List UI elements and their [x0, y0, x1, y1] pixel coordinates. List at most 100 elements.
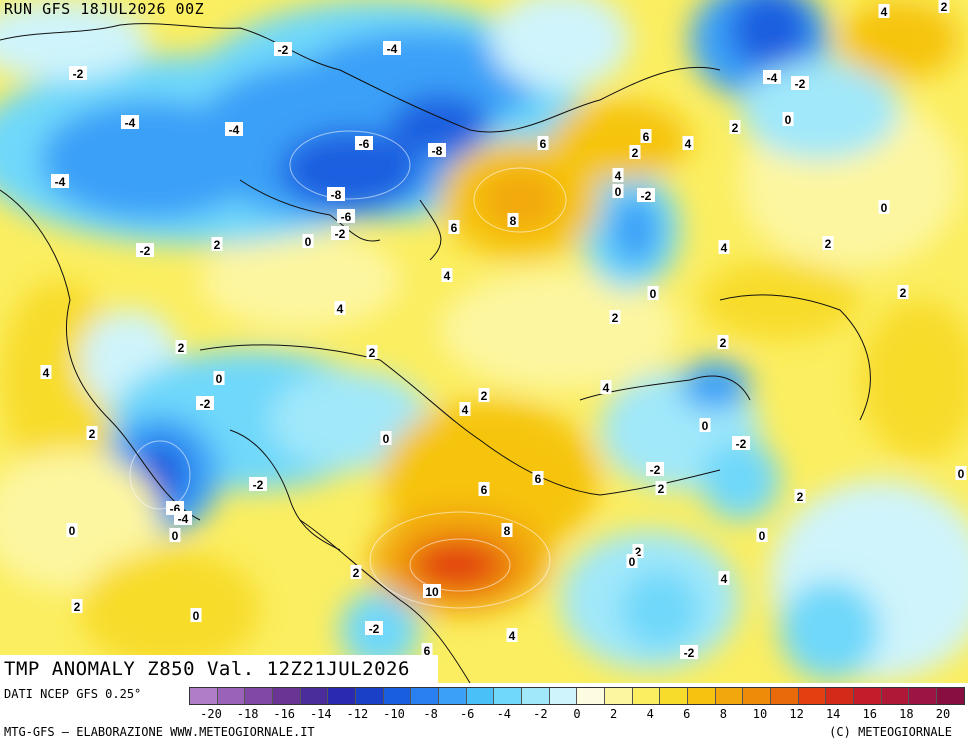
- scale-swatch: [798, 688, 827, 704]
- map-labels: -2-2 -4-4 -4-6 -8-4-8-6-20-2 266 840 -26242-4-…: [40, 0, 967, 660]
- anomaly-value-label: -4: [174, 511, 192, 526]
- scale-tick-label: -12: [346, 707, 369, 721]
- scale-tick-label: -2: [533, 707, 548, 721]
- anomaly-value-label: 4: [612, 168, 624, 183]
- scale-swatch: [356, 688, 384, 704]
- anomaly-value-label: 2: [632, 544, 644, 559]
- svg-text:-4: -4: [229, 123, 240, 137]
- anomaly-value-label: 2: [629, 145, 641, 160]
- scale-swatch: [549, 688, 578, 704]
- anomaly-value-label: 0: [380, 431, 392, 446]
- scale-tick-label: 14: [825, 707, 841, 721]
- anomaly-value-label: 0: [169, 528, 181, 543]
- svg-text:0: 0: [650, 287, 657, 301]
- scale-tick-label: -16: [273, 707, 296, 721]
- scale-tick-label: 8: [719, 707, 728, 721]
- anomaly-value-label: 2: [717, 335, 729, 350]
- scale-tick-label: -4: [496, 707, 512, 721]
- footer: DATI NCEP GFS 0.25° -20 -18 -16 -14 -12 -10 -8…: [0, 683, 968, 745]
- anomaly-value-label: -4: [383, 41, 401, 56]
- anomaly-value-label: 2: [655, 481, 667, 496]
- anomaly-value-label: 0: [302, 234, 314, 249]
- copyright-label: (C) METEOGIORNALE: [829, 725, 952, 739]
- svg-text:0: 0: [759, 529, 766, 543]
- scale-tick-label: -8: [423, 707, 438, 721]
- svg-text:-4: -4: [767, 71, 778, 85]
- svg-text:4: 4: [721, 241, 728, 255]
- anomaly-value-label: 4: [506, 628, 518, 643]
- anomaly-value-label: 2: [366, 345, 378, 360]
- scale-tick-label: 20: [935, 707, 951, 721]
- svg-text:0: 0: [216, 372, 223, 386]
- svg-text:4: 4: [721, 572, 728, 586]
- anomaly-value-label: -2: [791, 76, 809, 91]
- svg-text:0: 0: [881, 201, 888, 215]
- scale-swatch: [245, 688, 274, 704]
- anomaly-value-label: 2: [609, 310, 621, 325]
- anomaly-value-label: 6: [478, 482, 490, 497]
- anomaly-value-label: -4: [51, 174, 69, 189]
- scale-swatch: [605, 688, 633, 704]
- anomaly-value-label: 2: [211, 237, 223, 252]
- anomaly-value-label: -6: [355, 136, 373, 151]
- svg-text:-4: -4: [178, 512, 189, 526]
- scale-swatch: [217, 688, 246, 704]
- svg-text:-2: -2: [335, 227, 346, 241]
- anomaly-value-label: 0: [955, 466, 967, 481]
- svg-text:0: 0: [615, 185, 622, 199]
- svg-text:2: 2: [635, 545, 642, 559]
- anomaly-value-label: 0: [66, 523, 78, 538]
- svg-text:-2: -2: [253, 478, 264, 492]
- scale-tick-label: 0: [573, 707, 581, 721]
- anomaly-value-label: -2: [136, 243, 154, 258]
- svg-text:8: 8: [510, 214, 517, 228]
- anomaly-value-label: 0: [213, 371, 225, 386]
- svg-text:0: 0: [193, 609, 200, 623]
- svg-text:6: 6: [424, 644, 431, 658]
- svg-text:4: 4: [685, 137, 692, 151]
- anomaly-value-label: 0: [647, 286, 659, 301]
- scale-swatch: [190, 688, 218, 704]
- svg-text:-2: -2: [641, 189, 652, 203]
- scale-tick-label: -14: [309, 707, 332, 721]
- svg-text:0: 0: [958, 467, 965, 481]
- svg-text:0: 0: [305, 235, 312, 249]
- svg-text:-2: -2: [736, 437, 747, 451]
- scale-tick-label: 18: [899, 707, 914, 721]
- anomaly-value-label: -2: [69, 66, 87, 81]
- scale-swatch: [715, 688, 744, 704]
- svg-text:2: 2: [353, 566, 360, 580]
- anomaly-value-label: 4: [600, 380, 612, 395]
- svg-text:-2: -2: [369, 622, 380, 636]
- anomaly-title: TMP ANOMALY Z850 Val. 12Z21JUL2026: [0, 655, 438, 683]
- scale-swatch: [881, 688, 910, 704]
- scale-swatch: [577, 688, 606, 704]
- scale-tick-label: 16: [862, 707, 878, 721]
- svg-text:2: 2: [941, 0, 948, 14]
- scale-swatch: [632, 688, 661, 704]
- svg-text:4: 4: [337, 302, 344, 316]
- anomaly-value-label: 4: [459, 402, 471, 417]
- anomaly-value-label: 0: [626, 554, 638, 569]
- anomaly-value-label: -8: [327, 187, 345, 202]
- scale-swatch: [522, 688, 550, 704]
- svg-text:2: 2: [632, 146, 639, 160]
- svg-text:4: 4: [462, 403, 469, 417]
- scale-swatch: [411, 688, 440, 704]
- anomaly-value-label: 6: [421, 643, 433, 658]
- scale-tick-label: 6: [683, 707, 691, 721]
- svg-text:-6: -6: [341, 210, 352, 224]
- anomaly-value-label: 0: [756, 528, 768, 543]
- scale-tick-label: -6: [459, 707, 475, 721]
- svg-text:0: 0: [702, 419, 709, 433]
- scale-tick-label: -10: [383, 707, 405, 721]
- svg-text:0: 0: [383, 432, 390, 446]
- anomaly-value-label: 0: [782, 112, 794, 127]
- anomaly-value-label: -4: [121, 115, 139, 130]
- anomaly-value-label: 2: [897, 285, 909, 300]
- svg-text:2: 2: [612, 311, 619, 325]
- scale-swatch: [383, 688, 412, 704]
- anomaly-value-label: 2: [71, 599, 83, 614]
- svg-text:2: 2: [178, 341, 185, 355]
- anomaly-value-label: 4: [718, 240, 730, 255]
